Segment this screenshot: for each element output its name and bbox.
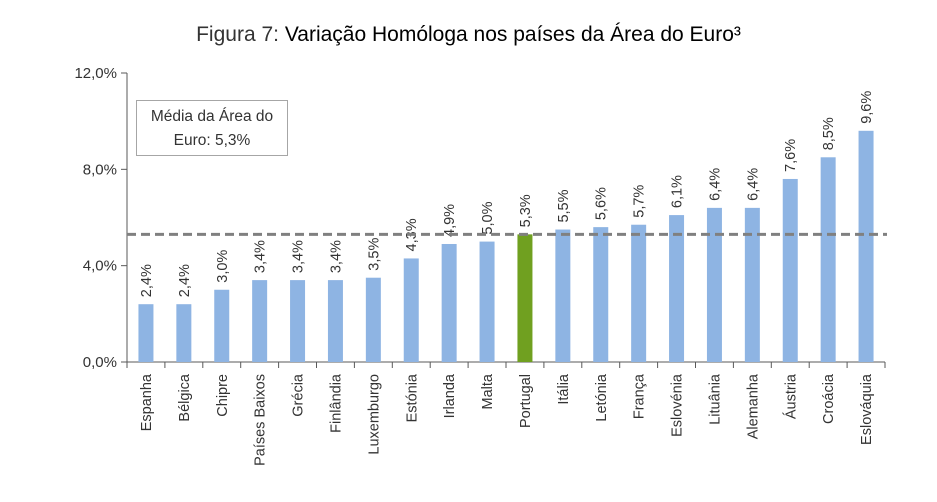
reference-annotation: Média da Área do Euro: 5,3% [136,100,288,156]
x-tick-label: Eslovénia [670,373,686,437]
x-tick-label: Irlanda [442,373,458,418]
x-tick-label: Estónia [404,373,420,422]
bar [290,280,306,362]
x-tick-label: Chipre [215,374,231,417]
data-label: 6,4% [707,168,723,201]
bar [176,304,192,362]
x-tick-label: Portugal [518,374,534,428]
bar [252,280,268,362]
bar [138,304,154,362]
data-label: 3,4% [291,240,307,273]
data-label: 3,4% [253,240,269,273]
bar [593,227,609,362]
bar [669,215,685,362]
y-tick-label: 12,0% [74,65,117,82]
data-label: 6,1% [670,175,686,208]
x-tick-label: Bélgica [177,373,193,421]
bar [327,280,343,362]
data-label: 3,0% [215,250,231,283]
x-tick-label: Malta [480,373,496,409]
data-label: 5,7% [632,185,648,218]
bar [365,277,381,362]
x-tick-label: Espanha [139,373,155,431]
x-tick-label: Letónia [594,373,610,422]
data-label: 7,6% [783,139,799,172]
title-prefix: Figura 7: [196,23,279,46]
data-label: 5,0% [480,201,496,234]
data-label: 4,9% [442,204,458,237]
x-tick-label: França [632,373,648,419]
x-tick-label: Itália [556,373,572,405]
bar [820,157,836,362]
data-label: 5,5% [556,189,572,222]
data-label: 5,6% [594,187,610,220]
x-tick-label: Lituânia [707,373,723,425]
x-tick-label: Finlândia [328,373,344,433]
x-tick-label: Alemanha [745,373,761,439]
bar [858,130,874,362]
x-tick-label: Luxemburgo [366,374,382,455]
x-tick-label: Croácia [821,373,837,424]
y-tick-label: 0,0% [83,354,117,371]
reference-label-line1: Média da Área do [150,108,274,125]
x-tick-label: Eslováquia [859,373,875,445]
bar [441,243,457,362]
x-tick-label: Áustria [782,373,799,419]
bar [403,258,419,362]
y-tick-label: 4,0% [83,258,117,275]
x-tick-label: Grécia [291,373,307,417]
data-label: 9,6% [859,91,875,124]
bar [744,207,760,362]
data-label: 2,4% [139,264,155,297]
x-tick-label: Países Baixos [253,374,269,466]
y-tick-label: 8,0% [83,161,117,178]
bar [782,178,798,362]
bar [631,224,647,362]
reference-label-line2: Euro: 5,3% [173,132,251,149]
bar [706,207,722,362]
data-label: 8,5% [821,117,837,150]
bar [479,241,495,362]
bar [214,289,230,362]
chart-title: Figura 7: Variação Homóloga nos países d… [0,23,937,47]
data-label: 3,5% [366,238,382,271]
bar [555,229,571,362]
bar [517,234,533,362]
data-label: 5,3% [518,194,534,227]
data-label: 2,4% [177,264,193,297]
title-text: Variação Homóloga nos países da Área do … [284,23,741,46]
data-label: 6,4% [745,168,761,201]
data-label: 3,4% [328,240,344,273]
